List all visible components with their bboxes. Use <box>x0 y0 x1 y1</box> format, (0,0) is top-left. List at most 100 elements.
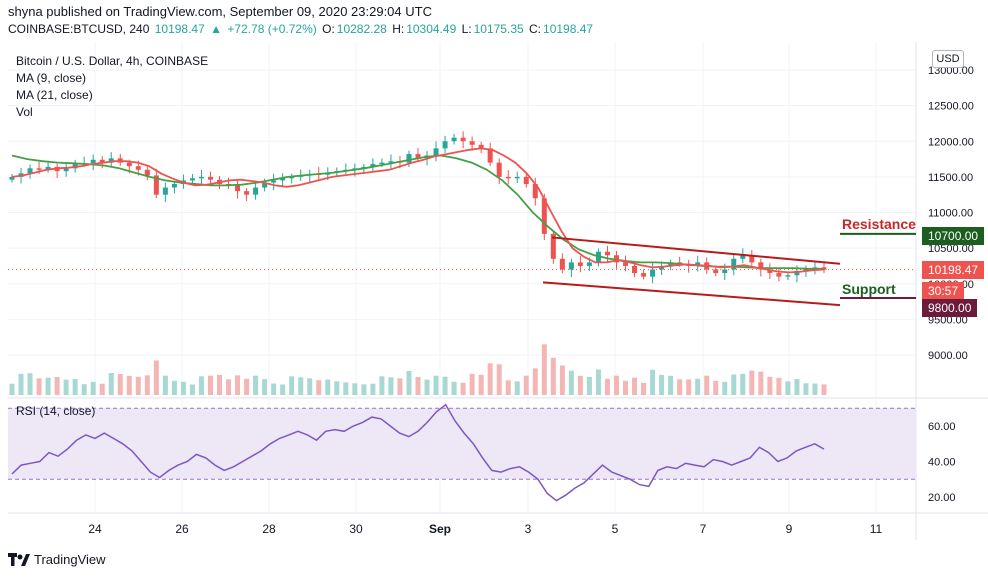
low-value: 10175.35 <box>473 22 524 36</box>
candle-body <box>153 175 159 195</box>
tradingview-brand: TradingView <box>34 552 106 567</box>
symbol-ohlc-line: COINBASE:BTCUSD, 240 10198.47 ▲ +72.78 (… <box>8 22 595 36</box>
volume-bar <box>541 344 547 395</box>
candle-body <box>45 166 51 170</box>
rsi-tick-label: 40.00 <box>928 457 956 469</box>
price-tick-label: 13000.00 <box>928 65 974 77</box>
volume-bar <box>126 375 132 395</box>
high-label: H: <box>392 22 405 36</box>
candle-body <box>388 161 394 163</box>
candle-body <box>523 176 529 184</box>
price-tick-label: 11500.00 <box>928 172 973 184</box>
volume-bar <box>36 378 42 395</box>
candle-body <box>496 162 502 177</box>
volume-bar <box>794 379 800 395</box>
volume-bar <box>54 377 60 395</box>
candle-body <box>162 187 168 195</box>
candle-body <box>235 185 241 192</box>
volume-bar <box>343 382 349 395</box>
volume-bar <box>72 379 78 395</box>
time-tick-label: 3 <box>525 522 532 536</box>
candle-body <box>63 168 69 172</box>
candle-body <box>695 262 701 266</box>
volume-bar <box>63 379 69 395</box>
volume-bar <box>496 364 502 395</box>
price-tick-label: 12000.00 <box>928 136 974 148</box>
candle-body <box>586 262 592 266</box>
volume-bar <box>424 379 430 395</box>
volume-bar <box>668 375 674 395</box>
tradingview-logo[interactable]: TradingView <box>8 552 106 567</box>
time-tick-label: 11 <box>870 522 883 536</box>
price-tick-label: 11000.00 <box>928 208 973 220</box>
volume-bar <box>469 373 475 395</box>
candle-body <box>767 269 773 274</box>
volume-bar <box>451 381 457 395</box>
legend-title: Bitcoin / U.S. Dollar, 4h, COINBASE <box>16 54 209 68</box>
candle-body <box>253 187 259 195</box>
close-value: 10198.47 <box>543 22 594 36</box>
volume-bar <box>379 376 385 395</box>
candle-body <box>650 269 656 277</box>
volume-bar <box>289 376 295 395</box>
volume-bar <box>785 381 791 395</box>
volume-bar <box>803 383 809 395</box>
volume-bar <box>595 369 601 395</box>
candle-body <box>713 269 719 274</box>
candle-body <box>207 176 213 180</box>
legend-ma9: MA (9, close) <box>16 71 87 85</box>
candle-body <box>550 233 556 259</box>
volume-bar <box>262 379 268 395</box>
candle-body <box>108 158 114 163</box>
volume-bar <box>180 381 186 395</box>
symbol-label: COINBASE:BTCUSD, 240 <box>8 22 150 36</box>
volume-bar <box>650 369 656 395</box>
volume-bar <box>722 381 728 395</box>
volume-bar <box>334 381 340 395</box>
volume-bar <box>505 380 511 395</box>
volume-bar <box>99 383 105 395</box>
volume-bar <box>307 378 313 395</box>
time-tick-label: 30 <box>349 522 363 536</box>
volume-bar <box>280 384 286 395</box>
open-value: 10282.28 <box>336 22 387 36</box>
candle-body <box>641 273 647 277</box>
candle-body <box>289 176 295 179</box>
volume-bar <box>135 376 141 395</box>
candle-body <box>749 255 755 263</box>
volume-bar <box>18 373 24 395</box>
candle-body <box>776 273 782 277</box>
candle-body <box>198 176 204 179</box>
candle-body <box>36 168 42 170</box>
volume-bar <box>686 379 692 395</box>
volume-bar <box>731 374 737 395</box>
price-tick-label: 10500.00 <box>928 243 974 255</box>
volume-bar <box>397 378 403 395</box>
volume-bar <box>108 373 114 395</box>
volume-bar <box>767 376 773 395</box>
volume-bars <box>9 344 827 395</box>
rsi-tick-label: 20.00 <box>928 492 956 504</box>
rsi-legend: RSI (14, close) <box>16 404 96 418</box>
volume-bar <box>776 377 782 395</box>
candle-body <box>541 198 547 234</box>
support-price-tag: 9800.00 <box>922 299 978 317</box>
candle-body <box>604 251 610 256</box>
time-tick-label: 7 <box>700 522 707 536</box>
volume-bar <box>523 375 529 395</box>
candle-body <box>370 164 376 167</box>
candle-body <box>794 270 800 276</box>
currency-button[interactable]: USD <box>932 50 964 68</box>
candle-body <box>262 182 268 188</box>
candle-body <box>433 148 439 156</box>
time-tick-label: Sep <box>429 522 451 536</box>
candle-body <box>668 262 674 266</box>
candle-body <box>785 275 791 277</box>
candle-body <box>406 154 412 163</box>
candle-body <box>623 262 629 266</box>
candle-body <box>731 258 737 270</box>
tradingview-logo-icon <box>8 552 30 567</box>
volume-bar <box>406 371 412 395</box>
time-tick-label: 24 <box>88 522 102 536</box>
